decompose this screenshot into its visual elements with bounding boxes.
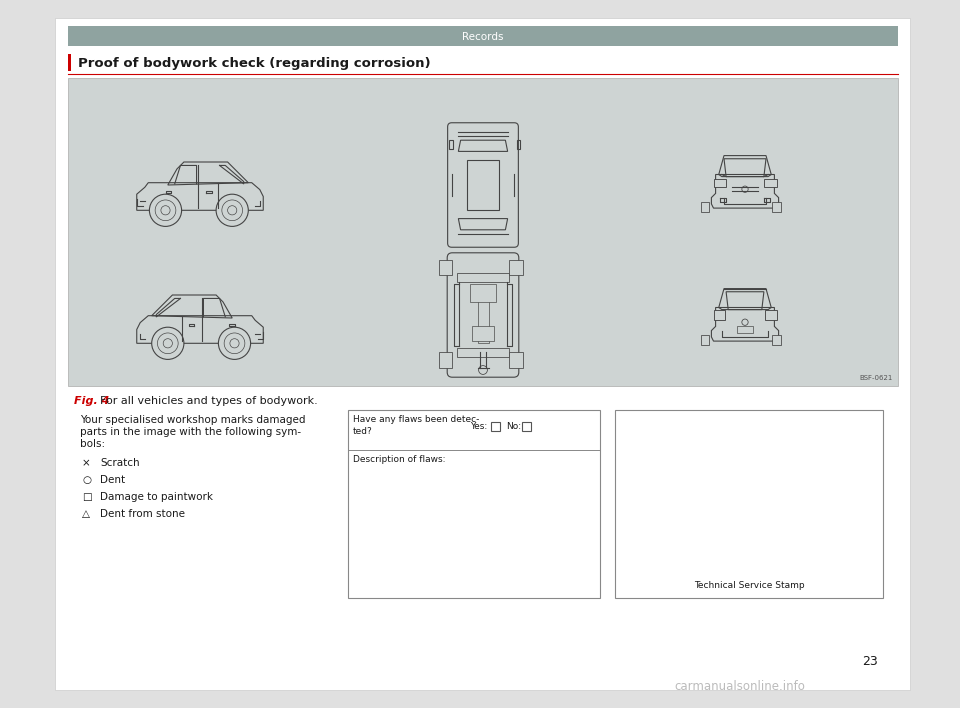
- Text: ted?: ted?: [353, 427, 372, 436]
- Circle shape: [219, 327, 251, 360]
- Text: bols:: bols:: [80, 439, 106, 449]
- Text: parts in the image with the following sym-: parts in the image with the following sy…: [80, 427, 301, 437]
- Bar: [701, 335, 709, 346]
- Bar: [457, 348, 510, 357]
- Bar: [477, 287, 489, 343]
- Text: Dent from stone: Dent from stone: [100, 509, 185, 519]
- Bar: [522, 422, 531, 431]
- Bar: [68, 78, 898, 386]
- Bar: [615, 410, 883, 598]
- Bar: [469, 284, 496, 302]
- FancyBboxPatch shape: [447, 253, 518, 377]
- Bar: [472, 326, 494, 341]
- Bar: [68, 26, 898, 46]
- Circle shape: [152, 327, 184, 360]
- Text: ○: ○: [82, 475, 91, 485]
- Bar: [439, 260, 452, 275]
- Bar: [701, 202, 709, 212]
- Text: Proof of bodywork check (regarding corrosion): Proof of bodywork check (regarding corro…: [78, 57, 431, 69]
- Text: Technical Service Stamp: Technical Service Stamp: [694, 581, 804, 590]
- Bar: [439, 353, 452, 367]
- Text: Scratch: Scratch: [100, 458, 139, 468]
- Bar: [772, 202, 780, 212]
- Text: Records: Records: [463, 31, 504, 42]
- Text: Have any flaws been detec-: Have any flaws been detec-: [353, 415, 479, 424]
- Text: carmanualsonline.info: carmanualsonline.info: [675, 680, 805, 693]
- Circle shape: [216, 194, 249, 227]
- Bar: [457, 273, 510, 282]
- Circle shape: [150, 194, 181, 227]
- Bar: [491, 422, 500, 431]
- Bar: [348, 410, 600, 598]
- Text: □: □: [82, 492, 92, 502]
- Text: For all vehicles and types of bodywork.: For all vehicles and types of bodywork.: [100, 396, 318, 406]
- Bar: [772, 335, 780, 346]
- Bar: [55, 18, 910, 690]
- Text: Yes:: Yes:: [470, 422, 488, 431]
- Bar: [68, 54, 71, 71]
- Text: BSF-0621: BSF-0621: [859, 375, 893, 381]
- Bar: [510, 353, 522, 367]
- Bar: [713, 309, 725, 320]
- Bar: [510, 260, 522, 275]
- Text: Dent: Dent: [100, 475, 125, 485]
- Bar: [764, 178, 777, 187]
- FancyBboxPatch shape: [447, 122, 518, 247]
- Text: Damage to paintwork: Damage to paintwork: [100, 492, 213, 502]
- Bar: [713, 178, 726, 187]
- Bar: [765, 309, 777, 320]
- Bar: [736, 326, 754, 333]
- Text: Fig. 4: Fig. 4: [74, 396, 109, 406]
- Text: Description of flaws:: Description of flaws:: [353, 455, 445, 464]
- Text: 23: 23: [862, 655, 878, 668]
- Text: ×: ×: [82, 458, 91, 468]
- Text: Your specialised workshop marks damaged: Your specialised workshop marks damaged: [80, 415, 305, 425]
- Text: △: △: [82, 509, 90, 519]
- Text: No:: No:: [506, 422, 521, 431]
